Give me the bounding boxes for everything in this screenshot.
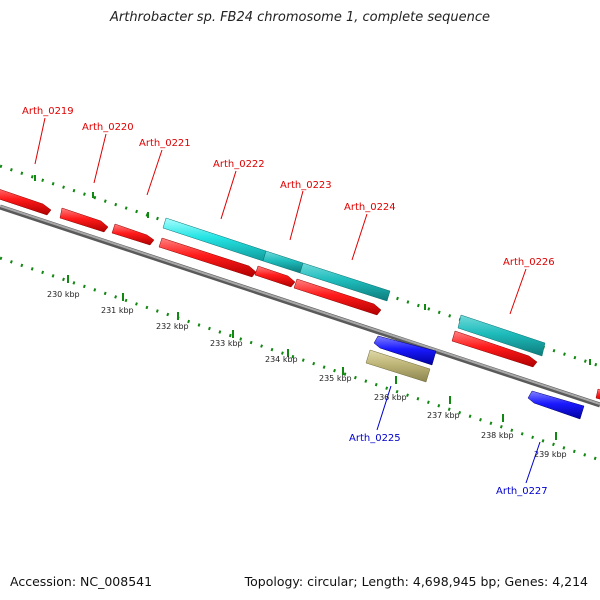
gene-label-arth-0220[interactable]: Arth_0220	[82, 122, 134, 133]
gene-arrow-arth-0227[interactable]	[527, 390, 585, 420]
scale-label: 230 kbp	[47, 290, 80, 299]
gene-arrow-offscreen[interactable]	[595, 388, 600, 402]
cds-bar-arth-0222[interactable]	[162, 217, 267, 262]
accession-text: Accession: NC_008541	[10, 574, 153, 589]
reverse-gene-labels: Arth_0225 Arth_0227	[349, 385, 548, 497]
gene-label-arth-0225[interactable]: Arth_0225	[349, 433, 401, 444]
scale-label: 238 kbp	[481, 431, 514, 440]
scale-label: 231 kbp	[101, 306, 134, 315]
leader-line	[376, 385, 392, 431]
scale-label: 239 kbp	[534, 450, 567, 459]
leader-line	[351, 213, 368, 261]
reverse-gene-track	[373, 335, 585, 420]
cds-bar-arth-0226[interactable]	[457, 314, 546, 357]
scale-label: 234 kbp	[265, 355, 298, 364]
scale-label: 236 kbp	[374, 393, 407, 402]
genome-backbone	[0, 204, 600, 408]
gene-label-arth-0222[interactable]: Arth_0222	[213, 159, 265, 170]
scale-label: 237 kbp	[427, 411, 460, 420]
scale-label: 232 kbp	[156, 322, 189, 331]
cds-bar-arth-0224[interactable]	[299, 262, 391, 302]
leader-line	[34, 117, 46, 165]
misc-feature-track	[365, 349, 431, 383]
forward-gene-labels: Arth_0219 Arth_0220 Arth_0221 Arth_0222 …	[22, 106, 555, 315]
gene-arrow-arth-0226[interactable]	[451, 330, 538, 368]
map-title: Arthrobacter sp. FB24 chromosome 1, comp…	[109, 10, 491, 25]
gene-arrow-arth-0220[interactable]	[59, 207, 109, 233]
scale-labels: 230 kbp 231 kbp 232 kbp 233 kbp 234 kbp …	[47, 290, 567, 459]
gene-label-arth-0226[interactable]: Arth_0226	[503, 257, 555, 268]
cds-track	[162, 217, 546, 357]
leader-line	[289, 190, 304, 241]
leader-line	[220, 170, 237, 220]
gene-arrow-arth-0219[interactable]	[0, 186, 52, 216]
leader-line	[146, 149, 163, 196]
topology-text: Topology: circular; Length: 4,698,945 bp…	[244, 574, 588, 589]
gene-arrow-arth-0224[interactable]	[293, 278, 382, 316]
misc-feature-bar[interactable]	[365, 349, 431, 383]
gene-arrow-arth-0223[interactable]	[254, 265, 296, 288]
gene-label-arth-0221[interactable]: Arth_0221	[139, 138, 191, 149]
gene-arrow-arth-0225[interactable]	[373, 335, 437, 366]
lower-tick-track	[0, 256, 600, 462]
forward-gene-track	[0, 186, 600, 402]
gene-label-arth-0219[interactable]: Arth_0219	[22, 106, 74, 117]
gene-label-arth-0227[interactable]: Arth_0227	[496, 486, 548, 497]
scale-label: 235 kbp	[319, 374, 352, 383]
lower-major-ticks	[67, 275, 557, 440]
gene-label-arth-0224[interactable]: Arth_0224	[344, 202, 396, 213]
leader-line	[93, 133, 107, 184]
gene-label-arth-0223[interactable]: Arth_0223	[280, 180, 332, 191]
gene-arrow-arth-0221[interactable]	[111, 223, 155, 246]
leader-line	[525, 441, 541, 484]
leader-line	[509, 268, 527, 315]
gene-arrow-arth-0222[interactable]	[158, 237, 257, 278]
scale-label: 233 kbp	[210, 339, 243, 348]
